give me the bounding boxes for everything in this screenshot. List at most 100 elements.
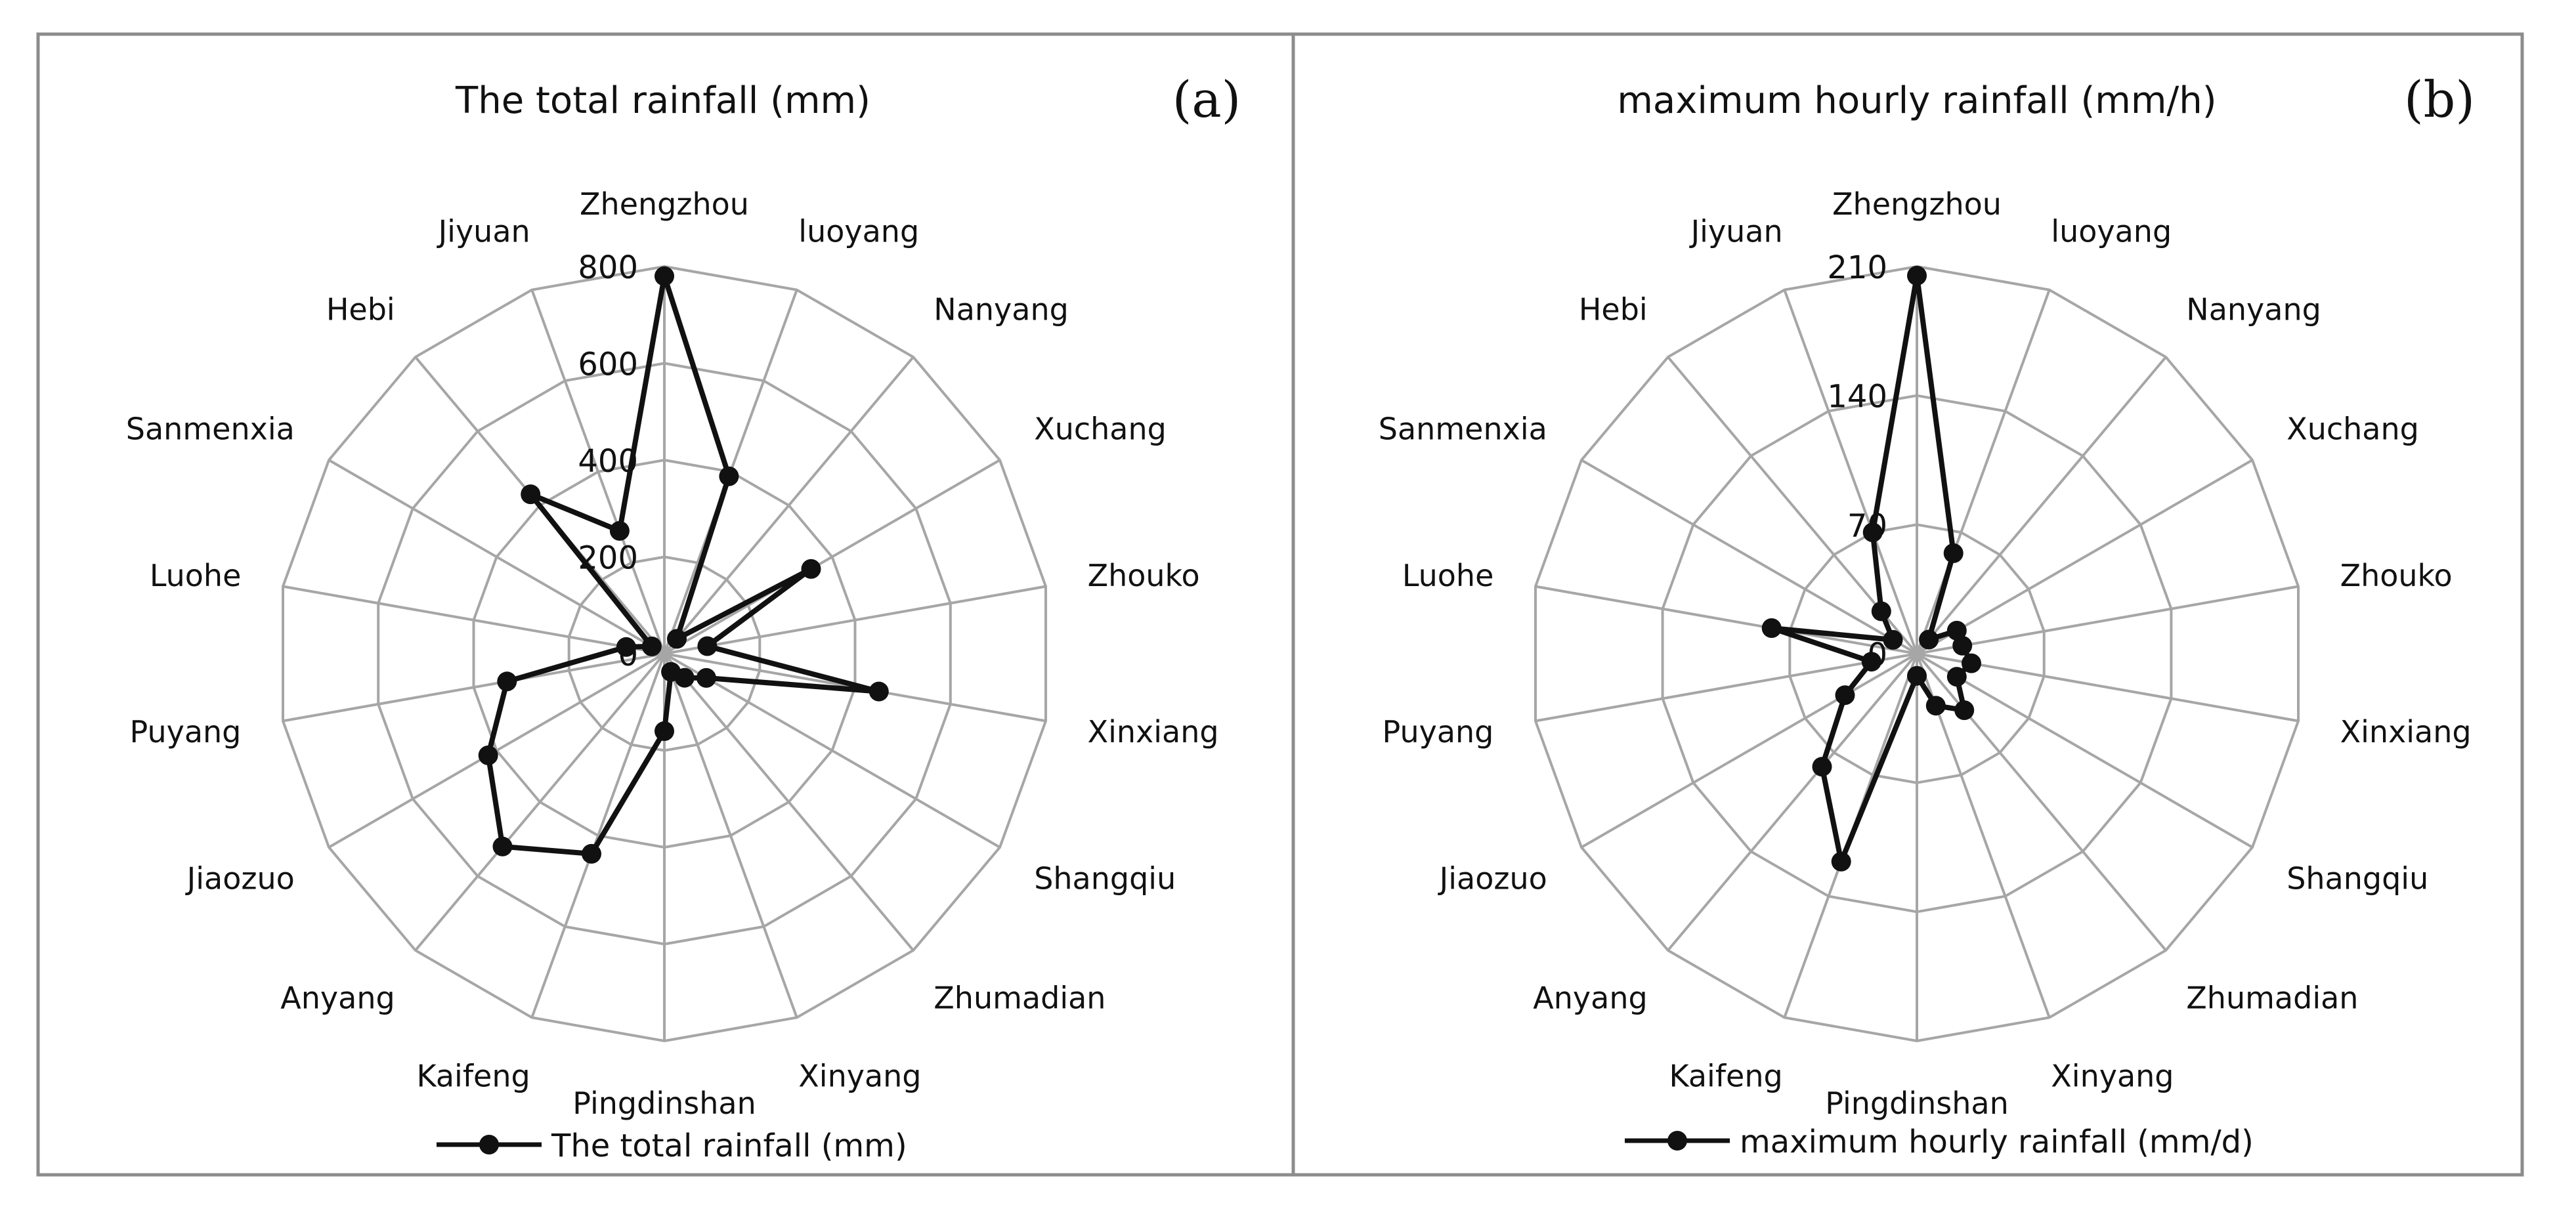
data-point	[661, 662, 681, 682]
data-point	[521, 484, 541, 505]
data-point	[582, 843, 601, 864]
panel-frame	[1291, 32, 2524, 1177]
category-label: Pingdinshan	[572, 1086, 756, 1121]
category-label: Jiaozuo	[185, 861, 295, 897]
data-point	[1907, 666, 1927, 686]
panel-label: (a)	[1172, 70, 1241, 129]
grid-spoke	[664, 652, 1000, 849]
data-point	[492, 836, 513, 856]
radar-panel-b: maximum hourly rainfall (mm/h) (b) Zheng…	[1291, 32, 2524, 1177]
radial-tick-label: 600	[578, 347, 638, 383]
category-label: Shangqiu	[1034, 861, 1176, 897]
grid-spoke	[663, 652, 914, 952]
panel-label: (b)	[2404, 70, 2475, 129]
grid-spoke	[663, 653, 798, 1019]
data-point	[1862, 522, 1883, 543]
grid-spoke	[282, 585, 665, 655]
category-label: Luohe	[150, 558, 242, 593]
category-labels: Zhengzhou luoyang Nanyang Xuchang Zhouko Xinx…	[126, 186, 1219, 1121]
grid-spoke	[663, 356, 914, 655]
grid-spoke	[664, 585, 1046, 655]
category-label: Puyang	[130, 714, 242, 750]
radial-tick-label: 210	[1827, 249, 1887, 286]
data-point	[1946, 620, 1967, 641]
category-label: Luohe	[1402, 558, 1494, 593]
data-point	[1835, 685, 1855, 706]
legend-label: maximum hourly rainfall (mm/d)	[1740, 1124, 2254, 1160]
radar-grid	[282, 264, 1047, 1043]
grid-spoke	[1916, 585, 2299, 655]
data-point	[1943, 543, 1964, 563]
grid-spoke	[1581, 459, 1918, 655]
grid-spoke	[1916, 356, 2167, 655]
category-label: Xinyang	[2051, 1059, 2174, 1094]
data-series	[478, 266, 889, 864]
grid-spoke	[1667, 652, 1918, 952]
data-point	[641, 636, 662, 656]
category-label: Anyang	[1533, 981, 1647, 1016]
category-label: Puyang	[1383, 714, 1494, 750]
category-label: Nanyang	[2186, 291, 2321, 327]
grid-spoke	[530, 653, 666, 1019]
data-point	[719, 466, 739, 486]
category-label: Zhouko	[2340, 558, 2453, 593]
grid-spoke	[1783, 289, 1918, 654]
data-point	[609, 520, 630, 541]
category-label: Shangqiu	[2286, 861, 2428, 897]
category-label: luoyang	[798, 213, 919, 249]
grid-spoke	[282, 652, 665, 723]
data-point	[655, 266, 674, 286]
data-point	[696, 667, 716, 688]
category-label: Hebi	[326, 291, 395, 327]
grid-spoke	[1581, 652, 1918, 849]
category-label: Nanyang	[934, 291, 1069, 327]
category-label: Jiaozuo	[1438, 861, 1547, 897]
legend-marker	[479, 1135, 499, 1154]
grid-spoke	[328, 459, 665, 655]
category-label: Zhengzhou	[580, 186, 749, 222]
radial-tick-label: 200	[578, 540, 638, 577]
grid-spoke	[1535, 585, 1918, 655]
data-point	[1831, 851, 1851, 872]
grid-spoke	[664, 459, 1000, 655]
grid-spoke	[1535, 652, 1918, 723]
grid-spoke	[414, 652, 666, 952]
data-point	[1925, 696, 1946, 716]
category-label: Pingdinshan	[1825, 1086, 2008, 1121]
legend: The total rainfall (mm)	[437, 1128, 907, 1164]
category-label: luoyang	[2051, 213, 2172, 249]
category-label: Zhengzhou	[1832, 186, 2002, 222]
chart-title: The total rainfall (mm)	[455, 79, 870, 122]
category-label: Kaifeng	[417, 1059, 530, 1094]
data-point	[1883, 629, 1903, 650]
category-label: Xuchang	[2286, 412, 2419, 447]
legend: maximum hourly rainfall (mm/d)	[1625, 1124, 2254, 1160]
grid-spoke	[1916, 289, 2051, 654]
grid-spoke	[1916, 652, 2253, 849]
data-point	[1861, 652, 1881, 672]
data-point	[869, 681, 889, 702]
radial-tick-label: 140	[1827, 379, 1887, 415]
legend-marker	[1667, 1131, 1687, 1151]
category-label: Xinxiang	[2340, 714, 2472, 750]
category-label: Zhumadian	[934, 981, 1106, 1016]
data-point	[1946, 667, 1967, 687]
category-label: Xinxiang	[1088, 714, 1219, 750]
category-label: Anyang	[280, 981, 395, 1016]
data-point	[801, 559, 821, 579]
category-labels: Zhengzhou luoyang Nanyang Xuchang Zhouko Xinx…	[1379, 186, 2472, 1121]
category-label: Kaifeng	[1669, 1059, 1783, 1094]
radar-panel-a: The total rainfall (mm) (a) Zhengzhou luo…	[36, 32, 1295, 1177]
category-label: Sanmenxia	[126, 412, 295, 447]
legend-label: The total rainfall (mm)	[551, 1128, 907, 1164]
data-point	[478, 745, 498, 765]
category-label: Zhumadian	[2186, 981, 2358, 1016]
data-point	[697, 636, 718, 656]
data-point	[1907, 266, 1927, 285]
data-point	[655, 721, 674, 741]
data-series	[1761, 266, 1981, 872]
category-label: Xinyang	[798, 1059, 921, 1094]
radial-tick-label: 800	[578, 249, 638, 286]
